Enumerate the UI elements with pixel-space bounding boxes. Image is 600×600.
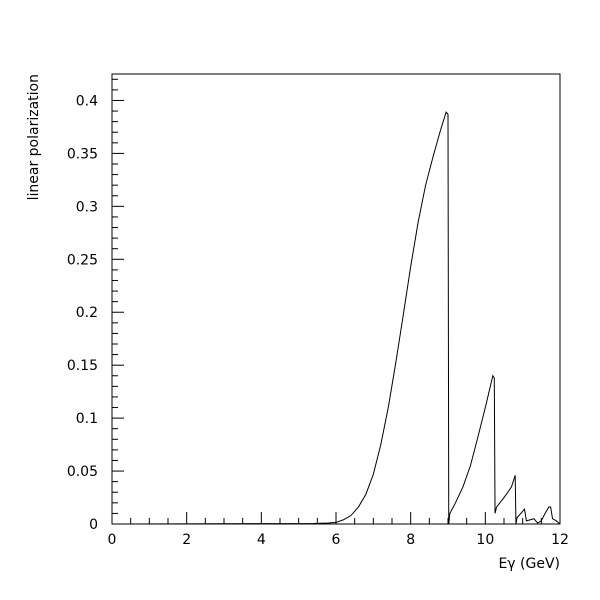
y-axis-title: linear polarization — [26, 74, 42, 200]
y-tick-label: 0 — [89, 517, 98, 533]
y-tick-label: 0.4 — [76, 93, 98, 109]
x-tick-label: 8 — [406, 532, 415, 548]
y-tick-label: 0.15 — [67, 358, 98, 374]
y-tick-label: 0.3 — [76, 199, 98, 215]
x-tick-label: 4 — [257, 532, 266, 548]
x-tick-label: 12 — [551, 532, 569, 548]
x-axis-title: Eγ (GeV) — [498, 556, 560, 572]
y-tick-label: 0.05 — [67, 464, 98, 480]
axis-ticks — [111, 78, 561, 525]
polarization-curve — [111, 111, 561, 525]
x-tick-label: 0 — [108, 532, 117, 548]
x-tick-label: 2 — [182, 532, 191, 548]
x-tick-label: 6 — [332, 532, 341, 548]
y-tick-label: 0.35 — [67, 146, 98, 162]
y-tick-label: 0.2 — [76, 305, 98, 321]
plot-frame — [111, 73, 561, 525]
y-tick-label: 0.1 — [76, 411, 98, 427]
y-tick-label: 0.25 — [67, 252, 98, 268]
x-tick-label: 10 — [476, 532, 494, 548]
axis-tick-labels: 0 2 4 6 8 10 12 0 0.05 0.1 0.15 0.2 0.25 0.3 0.35 0.4 — [67, 93, 569, 548]
